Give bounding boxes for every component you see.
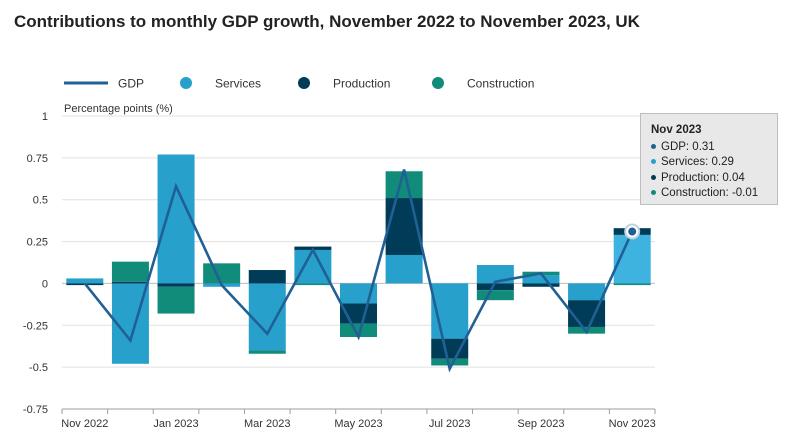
bar-construction-feb-2023	[203, 263, 241, 284]
bar-services-apr-2023	[294, 249, 332, 284]
gdp-line	[83, 169, 641, 373]
tooltip-row-services: Services: 0.29	[651, 155, 777, 171]
tooltip-production-text: Production: 0.04	[661, 171, 745, 184]
legend-construction-label: Construction	[467, 77, 534, 91]
bar-services-sep-2023	[522, 275, 560, 284]
tooltip-row-construction: Construction: -0.01	[651, 186, 777, 202]
x-tick-label: Sep 2023	[517, 418, 564, 430]
gdp-line-path	[83, 169, 634, 373]
bar-construction-jan-2023	[157, 286, 195, 314]
y-tick-label: -0.75	[23, 404, 48, 416]
x-tick-label: Mar 2023	[244, 418, 290, 430]
x-tick-label: Nov 2022	[61, 418, 108, 430]
bar-construction-jul-2023	[431, 358, 469, 366]
bar-production-mar-2023	[248, 270, 286, 284]
construction-dot-icon	[651, 190, 656, 196]
y-tick-label: 0.75	[27, 153, 48, 165]
gdp-highlight-point	[628, 227, 637, 236]
legend-production-label: Production	[333, 77, 390, 91]
x-tick-label: Nov 2023	[609, 418, 656, 430]
tooltip-services-text: Services: 0.29	[661, 156, 734, 168]
y-tick-label: 0	[42, 278, 48, 290]
tooltip: Nov 2023 GDP: 0.31 Services: 0.29 Produc…	[640, 113, 778, 205]
bar-services-nov-2022	[66, 278, 104, 284]
gridlines	[62, 115, 655, 410]
bar-services-jan-2023	[157, 154, 195, 284]
legend-services-label: Services	[215, 77, 261, 91]
bar-production-sep-2023	[522, 283, 560, 287]
bar-construction-nov-2023	[613, 283, 651, 286]
y-tick-label: 0.5	[33, 195, 48, 207]
legend-production-swatch	[298, 77, 310, 89]
y-tick-label: -0.5	[29, 362, 48, 374]
bar-construction-jun-2023	[385, 171, 423, 199]
y-tick-label: -0.25	[23, 320, 48, 332]
y-tick-label: 1	[42, 111, 48, 123]
bar-production-dec-2022	[111, 281, 149, 284]
x-tick-label: Jul 2023	[429, 418, 471, 430]
legend-services-swatch	[180, 77, 192, 89]
bar-construction-apr-2023	[294, 283, 332, 286]
y-axis-ticks: 1 0.75 0.5 0.25 0 -0.25 -0.5 -0.75	[23, 111, 48, 416]
bar-construction-dec-2022	[111, 261, 149, 282]
bar-services-oct-2023	[568, 283, 606, 301]
x-axis: Nov 2022 Jan 2023 Mar 2023 May 2023 Jul 2023…	[61, 408, 656, 430]
gdp-dot-icon	[651, 143, 656, 149]
tooltip-row-production: Production: 0.04	[651, 171, 777, 187]
tooltip-construction-text: Construction: -0.01	[661, 187, 759, 199]
tooltip-title: Nov 2023	[651, 124, 702, 136]
bar-construction-aug-2023	[476, 290, 514, 301]
bar-production-jan-2023	[157, 283, 195, 287]
production-dot-icon	[651, 174, 656, 180]
y-axis-label: Percentage points (%)	[64, 103, 173, 115]
tooltip-gdp-text: GDP: 0.31	[661, 140, 715, 153]
x-tick-label: Jan 2023	[153, 418, 198, 430]
legend-construction-swatch	[432, 77, 444, 89]
bar-services-mar-2023	[248, 283, 286, 351]
x-tick-label: May 2023	[334, 418, 382, 430]
bar-production-aug-2023	[476, 283, 514, 291]
chart-title: Contributions to monthly GDP growth, Nov…	[14, 12, 640, 31]
legend-gdp-label: GDP	[118, 77, 144, 91]
bar-construction-mar-2023	[248, 350, 286, 354]
bar-services-jun-2023	[385, 254, 423, 284]
services-dot-icon	[651, 159, 656, 165]
y-tick-label: 0.25	[27, 237, 48, 249]
tooltip-row-gdp: GDP: 0.31	[651, 140, 777, 156]
bar-construction-may-2023	[340, 323, 377, 338]
legend: GDP Services Production Construction	[64, 77, 534, 91]
